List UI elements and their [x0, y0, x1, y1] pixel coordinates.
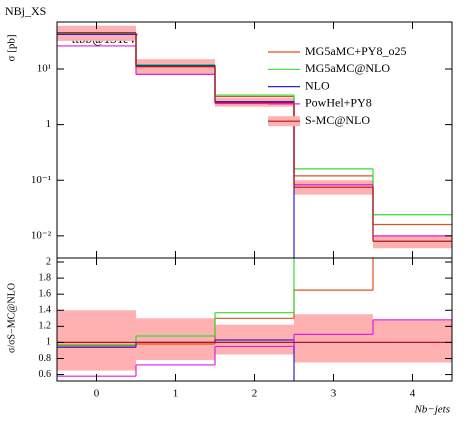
legend-label: NLO — [305, 78, 330, 92]
x-axis-label: Nb−jets — [413, 404, 450, 416]
ratio-axis-label: σ/σS−MC@NLO — [6, 283, 17, 353]
x-tick-label: 2 — [252, 388, 258, 400]
x-tick-label: 0 — [94, 388, 100, 400]
y-tick-label: 0.8 — [39, 353, 52, 364]
plot-area — [57, 258, 452, 381]
plot-area — [57, 25, 452, 258]
legend-label: PowHel+PY8 — [305, 96, 372, 110]
y-tick-label: 10¹ — [37, 63, 51, 75]
y-tick-label: 0.6 — [39, 369, 52, 380]
y-tick-label: 1.8 — [39, 272, 52, 283]
uncertainty-band — [373, 235, 452, 249]
x-tick-label: 3 — [331, 388, 337, 400]
y-tick-label: 1 — [46, 118, 52, 130]
uncertainty-band — [373, 320, 452, 363]
y-tick-label: 10⁻² — [31, 229, 52, 241]
y-tick-label: 2 — [46, 256, 51, 267]
x-tick-label: 1 — [173, 388, 179, 400]
chart-title: NBj_XS — [5, 4, 46, 18]
y-tick-label: 10⁻¹ — [31, 174, 51, 186]
uncertainty-band — [294, 314, 373, 363]
uncertainty-band — [136, 318, 215, 361]
y-tick-label: 1.2 — [39, 321, 52, 332]
uncertainty-band — [57, 310, 136, 371]
y-axis-label: σ [pb] — [6, 34, 18, 61]
legend-label: MG5aMC+PY8_o25 — [305, 44, 406, 58]
x-tick-label: 4 — [410, 388, 416, 400]
y-tick-label: 1.4 — [39, 305, 52, 316]
y-tick-label: 1.6 — [39, 288, 52, 299]
legend-label: MG5aMC@NLO — [305, 61, 390, 75]
y-tick-label: 1 — [46, 337, 51, 348]
legend-label: S-MC@NLO — [305, 113, 370, 127]
